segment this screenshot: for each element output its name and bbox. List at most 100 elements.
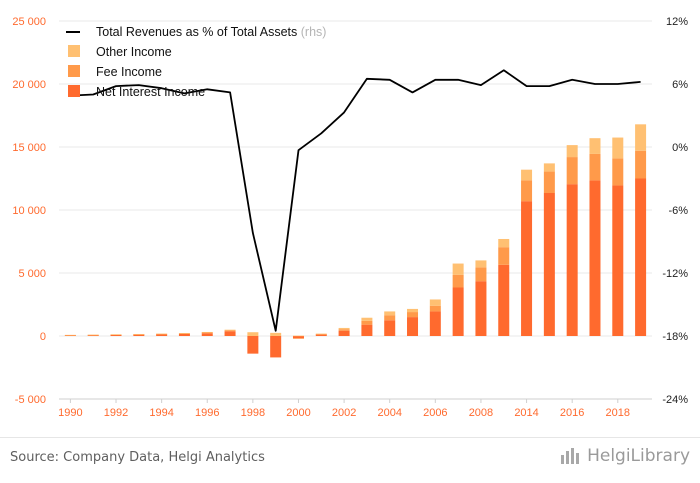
y-left-tick-label: 10 000 xyxy=(12,205,46,217)
y-left-tick-label: 0 xyxy=(40,331,46,343)
bar-net-interest-income-1991 xyxy=(87,335,99,336)
x-tick-label: 1996 xyxy=(195,407,219,419)
bar-other-income-2005 xyxy=(407,308,419,313)
bar-net-interest-income-2016 xyxy=(566,184,578,336)
bar-fee-income-2015 xyxy=(543,171,555,193)
logo-text: HelgiLibrary xyxy=(587,446,690,466)
bar-net-interest-income-2007 xyxy=(452,287,464,336)
legend-label: Total Revenues as % of Total Assets (rhs… xyxy=(96,25,326,39)
bar-net-interest-income-1996 xyxy=(201,333,213,336)
bar-other-income-2000 xyxy=(292,335,304,337)
bar-other-income-1994 xyxy=(156,333,168,335)
bar-net-interest-income-2018 xyxy=(612,185,624,336)
bar-fee-income-2009 xyxy=(498,247,510,265)
bar-net-interest-income-2006 xyxy=(429,311,441,336)
line-total-revenues-pct-assets xyxy=(70,69,641,332)
source-note: Source: Company Data, Helgi Analytics xyxy=(10,450,265,465)
y-left-tick-label: 25 000 xyxy=(12,16,46,28)
legend-swatch xyxy=(68,45,80,57)
x-tick-label: 2004 xyxy=(377,407,401,419)
x-tick-label: 2002 xyxy=(332,407,356,419)
x-tick-label: 2008 xyxy=(469,407,493,419)
bar-other-income-1992 xyxy=(110,334,122,335)
x-tick-label: 1994 xyxy=(149,407,173,419)
y-right-tick-label: -6% xyxy=(668,205,688,217)
y-right-tick-label: 6% xyxy=(672,79,688,91)
bar-net-interest-income-1997 xyxy=(224,331,236,336)
bar-other-income-1997 xyxy=(224,329,236,331)
x-tick-label: 2006 xyxy=(423,407,447,419)
bar-net-interest-income-2003 xyxy=(361,324,373,336)
bar-fee-income-2018 xyxy=(612,158,624,186)
bar-fee-income-2003 xyxy=(361,320,373,325)
bar-net-interest-income-2001 xyxy=(315,334,327,336)
bar-fee-income-2004 xyxy=(384,315,396,321)
bar-fee-income-2014 xyxy=(521,180,533,202)
bar-net-interest-income-2000 xyxy=(292,336,304,339)
bar-other-income-2002 xyxy=(338,327,350,330)
bar-fee-income-1997 xyxy=(224,330,236,332)
x-tick-label: 2014 xyxy=(514,407,538,419)
y-right-tick-label: 12% xyxy=(666,16,688,28)
bar-other-income-2014 xyxy=(521,169,533,181)
y-right-tick-label: -12% xyxy=(662,268,688,280)
bar-other-income-1990 xyxy=(64,334,76,336)
y-right-tick-label: -24% xyxy=(662,394,688,406)
bar-net-interest-income-1994 xyxy=(156,334,168,336)
legend-label: Fee Income xyxy=(96,65,162,79)
bar-net-interest-income-2004 xyxy=(384,320,396,336)
bar-fee-income-2006 xyxy=(429,305,441,312)
bar-fee-income-1995 xyxy=(178,333,190,334)
x-tick-label: 1992 xyxy=(104,407,128,419)
bar-other-income-2003 xyxy=(361,317,373,321)
x-tick-label: 2018 xyxy=(606,407,630,419)
x-tick-label: 1998 xyxy=(241,407,265,419)
bar-other-income-2019 xyxy=(635,124,647,151)
helgi-library-logo: HelgiLibrary xyxy=(561,446,690,466)
bar-net-interest-income-1990 xyxy=(64,335,76,336)
bar-fee-income-1996 xyxy=(201,332,213,334)
bar-fee-income-2008 xyxy=(475,267,487,282)
bar-other-income-1993 xyxy=(133,333,145,335)
bar-net-interest-income-2009 xyxy=(498,264,510,336)
bar-other-income-1998 xyxy=(247,332,259,336)
bar-net-interest-income-1999 xyxy=(270,336,282,358)
bar-other-income-2007 xyxy=(452,263,464,275)
x-tick-label: 2000 xyxy=(286,407,310,419)
bar-net-interest-income-1998 xyxy=(247,336,259,354)
bar-other-income-2015 xyxy=(543,163,555,172)
legend-label: Other Income xyxy=(96,45,172,59)
bar-other-income-2016 xyxy=(566,145,578,158)
x-tick-label: 2016 xyxy=(560,407,584,419)
bar-other-income-2009 xyxy=(498,238,510,248)
bar-fee-income-2016 xyxy=(566,157,578,185)
bar-fee-income-2002 xyxy=(338,329,350,331)
y-right-tick-label: 0% xyxy=(672,142,688,154)
bar-net-interest-income-2017 xyxy=(589,180,601,336)
bar-net-interest-income-1993 xyxy=(133,334,145,336)
y-left-tick-label: 5 000 xyxy=(18,268,46,280)
bar-net-interest-income-2015 xyxy=(543,192,555,336)
bar-fee-income-2017 xyxy=(589,153,601,181)
legend-swatch xyxy=(68,85,80,97)
legend-label: Net Interest Income xyxy=(96,85,205,99)
bar-other-income-1991 xyxy=(87,334,99,336)
legend-rhs-suffix: (rhs) xyxy=(301,25,327,39)
bar-fee-income-2005 xyxy=(407,312,419,318)
bar-fee-income-2007 xyxy=(452,274,464,288)
x-tick-label: 1990 xyxy=(58,407,82,419)
bar-other-income-1999 xyxy=(270,332,282,336)
bar-other-income-1996 xyxy=(201,331,213,333)
y-right-tick-label: -18% xyxy=(662,331,688,343)
y-left-tick-label: -5 000 xyxy=(15,394,46,406)
bar-other-income-2004 xyxy=(384,311,396,316)
bar-other-income-2006 xyxy=(429,299,441,306)
bar-net-interest-income-2008 xyxy=(475,281,487,336)
bar-fee-income-2000 xyxy=(292,338,304,339)
bar-net-interest-income-1995 xyxy=(178,333,190,336)
bar-net-interest-income-2002 xyxy=(338,330,350,336)
legend-swatch xyxy=(68,65,80,77)
bar-fee-income-2019 xyxy=(635,150,647,179)
y-left-tick-label: 20 000 xyxy=(12,79,46,91)
bar-other-income-2001 xyxy=(315,333,327,335)
